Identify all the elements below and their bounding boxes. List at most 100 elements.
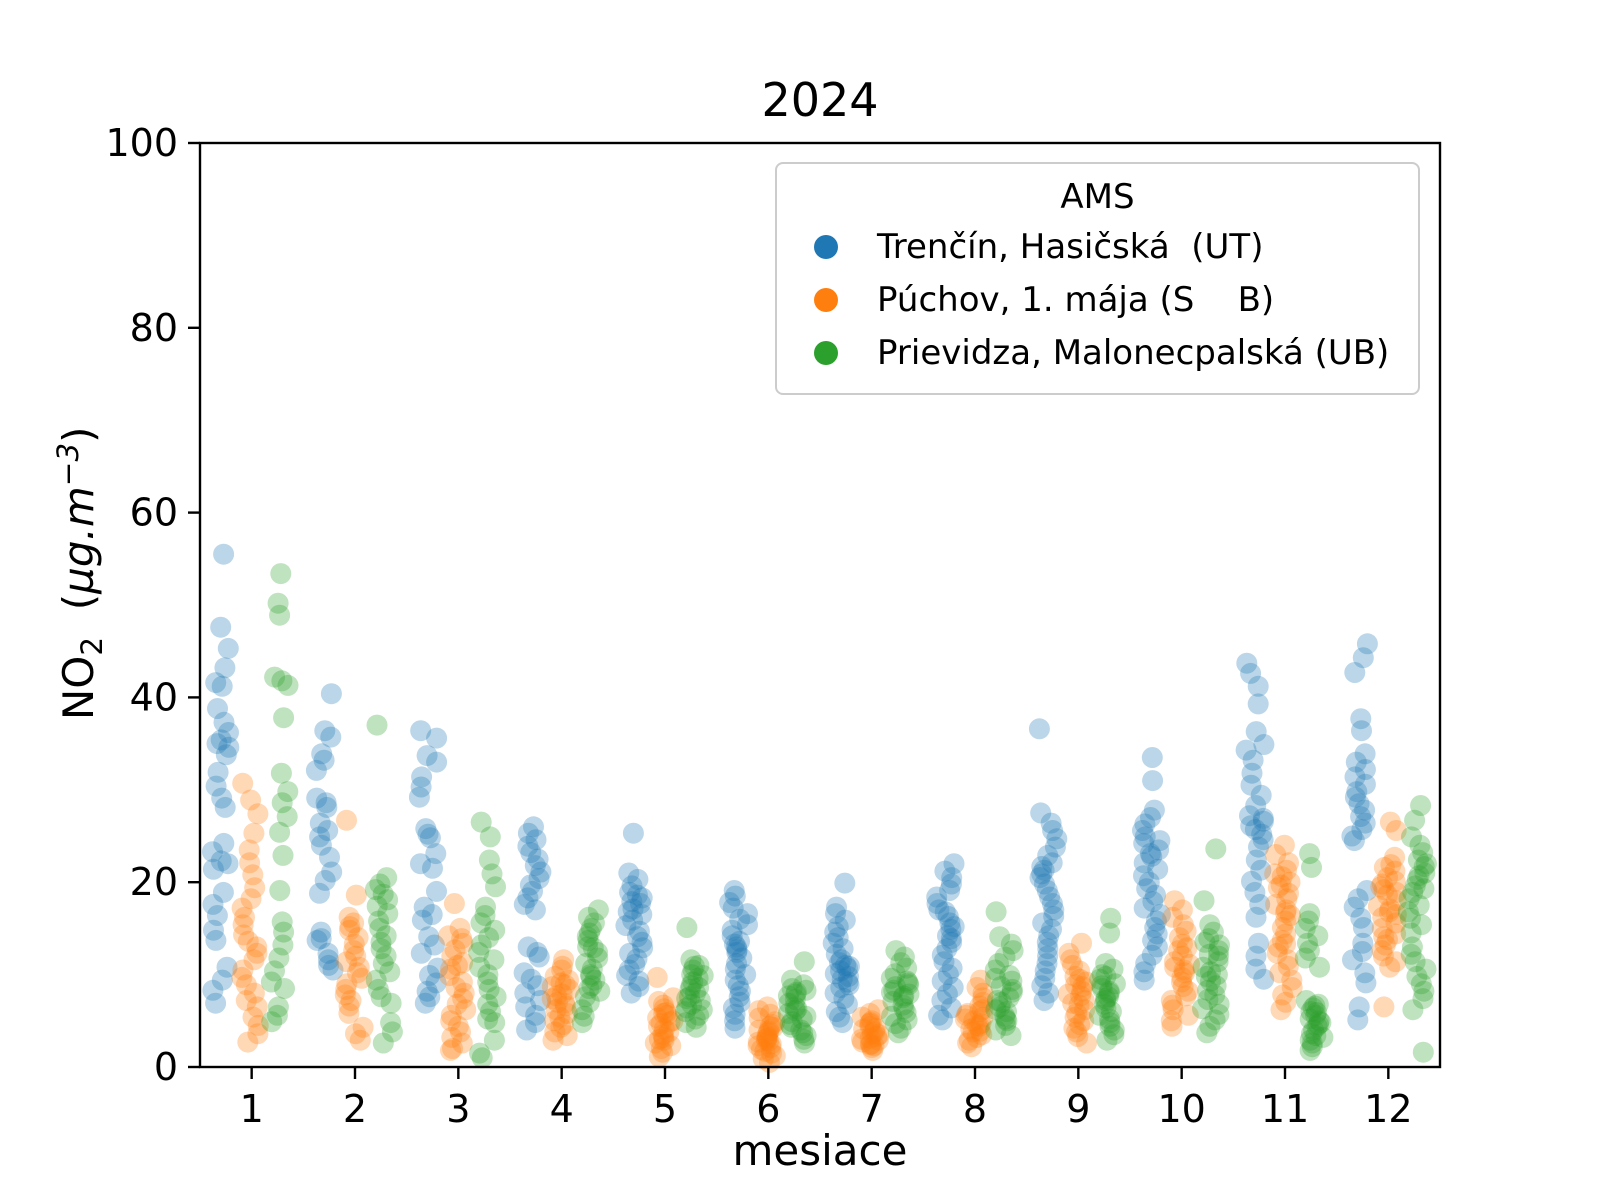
- data-point: [1412, 1041, 1434, 1063]
- data-point: [660, 1035, 682, 1057]
- data-point: [835, 954, 857, 976]
- data-point: [1408, 865, 1430, 887]
- data-point: [369, 873, 391, 895]
- data-point: [859, 1034, 881, 1056]
- data-point: [581, 958, 603, 980]
- data-point: [726, 953, 747, 974]
- data-point: [1371, 917, 1393, 939]
- data-point: [748, 1019, 770, 1041]
- data-point: [1037, 945, 1059, 967]
- data-point: [861, 1037, 883, 1059]
- data-point: [528, 868, 550, 889]
- data-point: [682, 971, 704, 993]
- data-point: [1350, 708, 1372, 730]
- x-tick-label: 2: [343, 1087, 367, 1131]
- data-point: [679, 978, 701, 1000]
- data-point: [217, 637, 239, 659]
- data-point: [1066, 1021, 1088, 1043]
- data-point: [271, 670, 293, 692]
- data-point: [1307, 925, 1329, 947]
- data-point: [558, 969, 579, 991]
- data-point: [880, 967, 902, 989]
- data-point: [723, 880, 745, 901]
- data-point: [1062, 954, 1083, 976]
- data-point: [577, 936, 599, 958]
- data-point: [1147, 858, 1169, 880]
- data-point: [1171, 899, 1193, 921]
- data-point: [931, 944, 953, 966]
- data-point: [1302, 997, 1324, 1019]
- data-point: [926, 893, 948, 914]
- data-point: [727, 975, 749, 997]
- data-point: [246, 996, 268, 1018]
- data-point: [1030, 802, 1052, 824]
- data-point: [1171, 945, 1193, 967]
- data-point: [517, 936, 539, 958]
- data-point: [724, 1010, 746, 1032]
- data-point: [452, 952, 474, 974]
- data-point: [1354, 812, 1376, 834]
- data-point: [995, 1014, 1017, 1036]
- data-point: [1175, 985, 1197, 1007]
- data-point: [351, 967, 373, 989]
- data-point: [1060, 949, 1082, 971]
- data-point: [372, 883, 394, 905]
- data-point: [343, 940, 365, 962]
- data-point: [659, 1011, 681, 1033]
- data-point: [1168, 940, 1190, 962]
- y-tick-label: 20: [130, 860, 178, 904]
- data-point: [1145, 884, 1166, 906]
- data-point: [1208, 993, 1230, 1015]
- data-point: [203, 919, 224, 941]
- data-point: [1372, 906, 1394, 928]
- data-point: [936, 938, 958, 960]
- data-point: [1275, 910, 1296, 932]
- data-point: [202, 893, 224, 915]
- data-point: [676, 917, 698, 938]
- data-point: [441, 945, 463, 967]
- data-point: [1066, 1002, 1088, 1024]
- data-point: [524, 1012, 546, 1034]
- data-point: [1161, 1015, 1183, 1037]
- data-point: [1280, 905, 1301, 926]
- data-point: [1275, 899, 1297, 921]
- data-point: [272, 934, 294, 956]
- data-point: [530, 861, 552, 883]
- data-point: [1034, 967, 1056, 989]
- data-point: [861, 1023, 883, 1045]
- data-point: [238, 839, 260, 861]
- data-point: [1204, 984, 1226, 1006]
- data-point: [653, 1026, 675, 1048]
- data-point: [653, 1018, 675, 1040]
- data-point: [530, 990, 551, 1011]
- data-point: [1265, 893, 1287, 915]
- data-point: [580, 917, 602, 939]
- data-point: [1410, 973, 1432, 995]
- data-point: [1346, 781, 1368, 803]
- data-point: [984, 967, 1006, 989]
- data-point: [831, 968, 853, 990]
- data-point: [309, 812, 331, 834]
- data-point: [1277, 949, 1299, 971]
- data-point: [860, 1033, 882, 1055]
- data-point: [859, 1002, 881, 1024]
- data-point: [1252, 810, 1274, 832]
- data-point: [546, 991, 568, 1013]
- data-point: [440, 958, 462, 980]
- data-point: [1385, 923, 1407, 945]
- data-point: [761, 1014, 783, 1035]
- legend-marker-circle: [814, 287, 838, 312]
- data-point: [688, 1004, 710, 1026]
- data-point: [926, 886, 948, 908]
- data-point: [314, 869, 336, 891]
- data-point: [1042, 820, 1064, 841]
- data-point: [653, 998, 675, 1020]
- data-point: [851, 1028, 872, 1050]
- data-point: [1407, 849, 1429, 871]
- data-point: [338, 906, 360, 928]
- data-point: [470, 912, 492, 934]
- data-point: [957, 1032, 979, 1054]
- data-point: [1174, 962, 1195, 984]
- data-point: [1347, 1009, 1369, 1031]
